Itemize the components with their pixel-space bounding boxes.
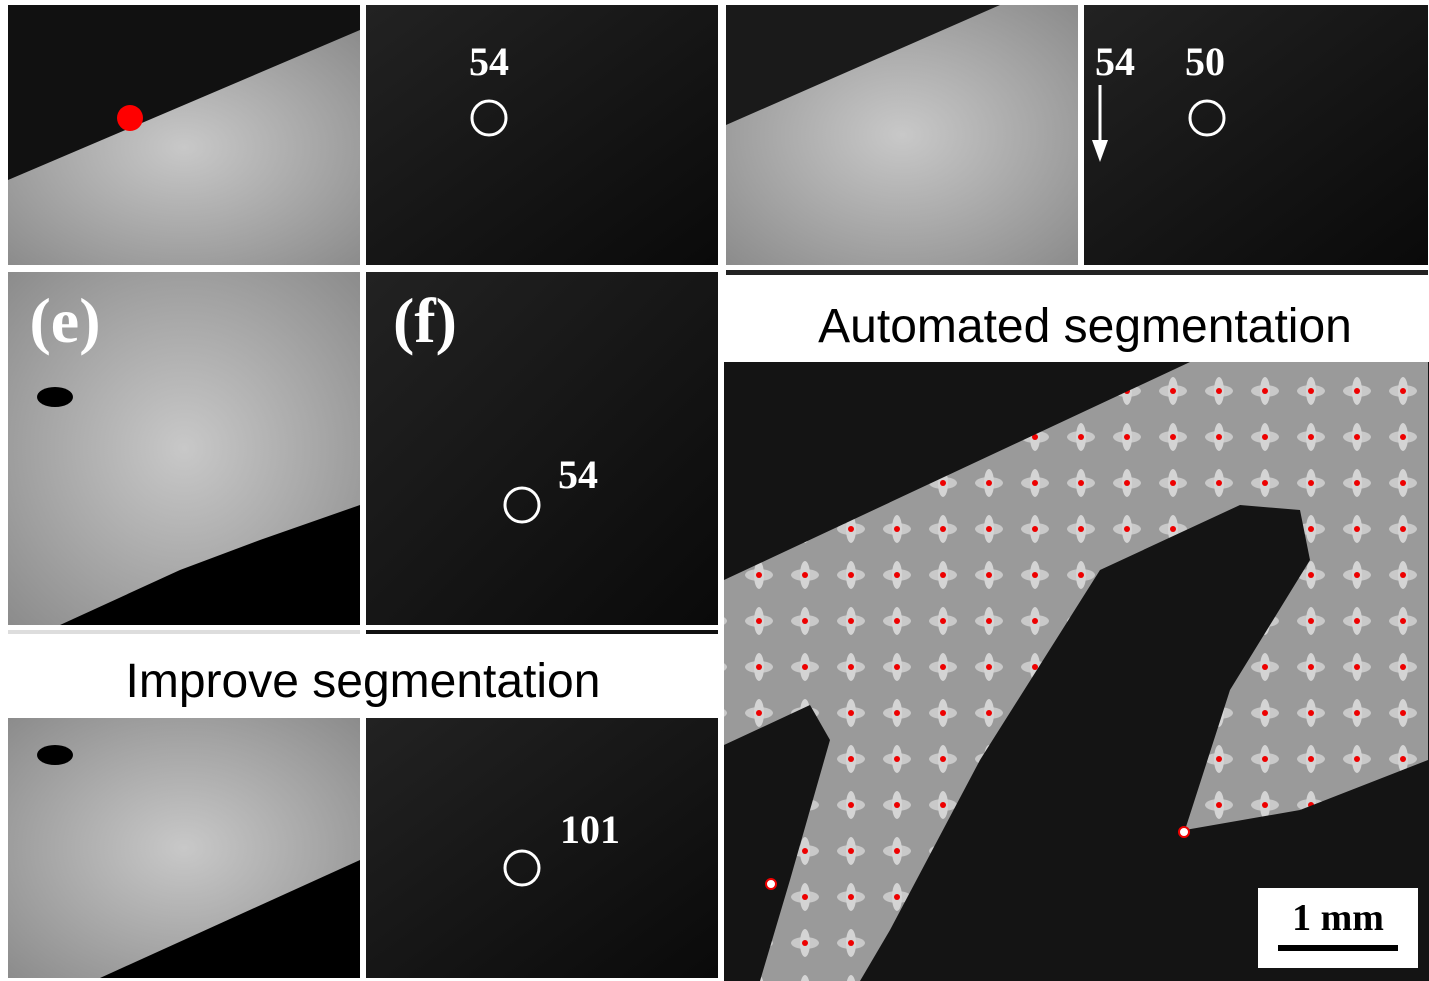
caption: Improve segmentation <box>126 655 601 708</box>
panel-c <box>726 5 1078 265</box>
strip <box>8 630 360 634</box>
panel-a <box>8 5 360 265</box>
label: (e) <box>29 285 100 356</box>
panel-b: 54 <box>366 5 718 265</box>
panel-h: 101 <box>366 718 718 978</box>
strip <box>366 630 718 634</box>
caption: Automated segmentation <box>818 300 1352 353</box>
figure: 54 54 50 (e) (f) 54 Improve segmentation <box>0 0 1429 981</box>
panel-g <box>8 718 360 978</box>
value: 101 <box>560 807 620 852</box>
label: (f) <box>393 285 457 356</box>
label: 54 <box>1095 39 1135 84</box>
panel-f: (f) 54 <box>366 272 718 625</box>
scale-label: 1 mm <box>1292 897 1384 939</box>
strip <box>726 270 1428 275</box>
panel-d: 54 50 <box>1084 5 1428 265</box>
value: 54 <box>558 452 598 497</box>
label: 50 <box>1185 39 1225 84</box>
scale-bar: 1 mm <box>1258 888 1418 968</box>
panel-e: (e) <box>8 272 360 625</box>
label: 54 <box>469 39 509 84</box>
